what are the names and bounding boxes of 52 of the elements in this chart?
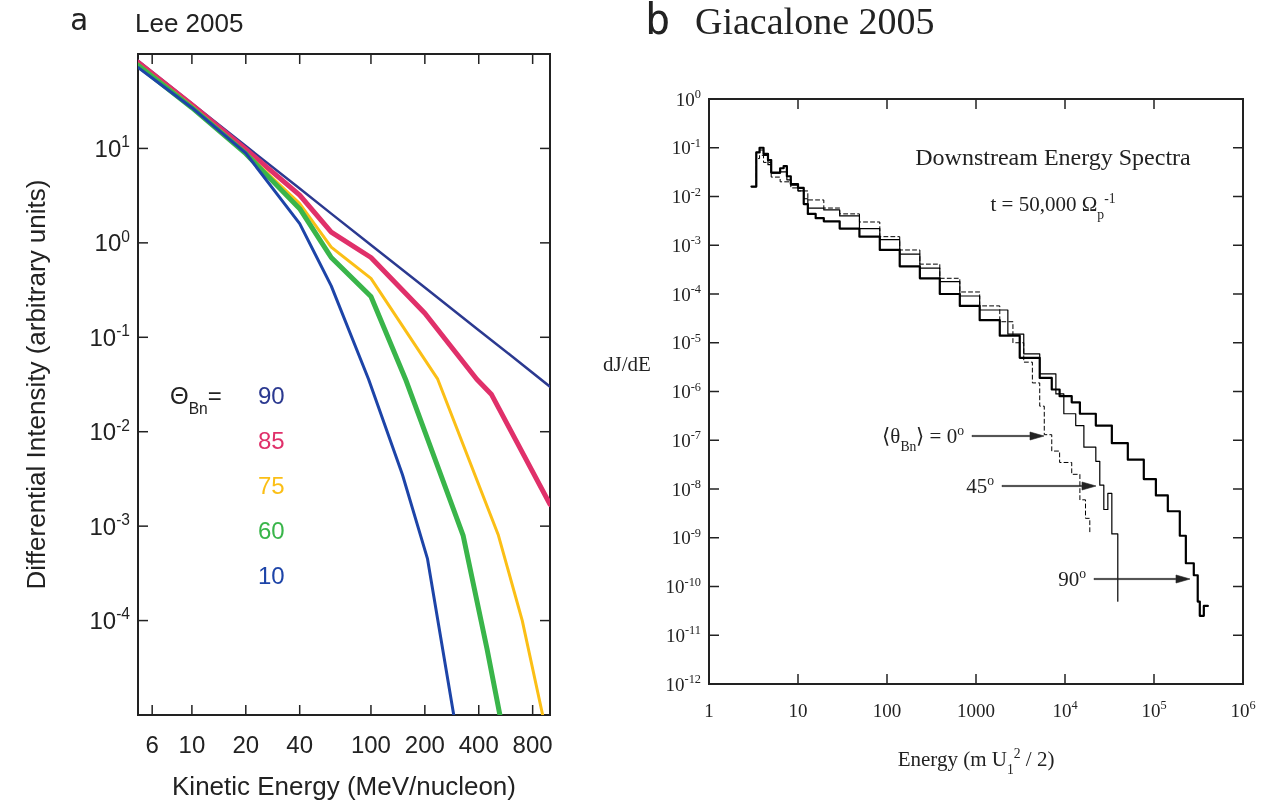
annotation: Downstream Energy Spectra xyxy=(915,144,1192,170)
y-tick-label: 10$^{-2}$ xyxy=(89,416,130,446)
x-tick-label: 10$^{6}$ xyxy=(1230,698,1256,721)
x-tick-label: 10 xyxy=(788,700,808,721)
text: 75 xyxy=(258,472,285,499)
y-tick-label: 10$^{-4}$ xyxy=(89,605,131,634)
chart-title: Lee 2005 xyxy=(135,8,244,38)
x-tick-label: 800 xyxy=(512,731,553,758)
y-tick-label: 10$^{1}$ xyxy=(94,133,130,162)
y-tick-label: 10$^{-11}$ xyxy=(666,623,701,646)
annotation: ⟨θ$_{Bn}$⟩ = 0$^{o}$ xyxy=(882,422,965,455)
x-tick-label: 6 xyxy=(145,731,159,758)
legend-title: Θ$_{Bn}$= xyxy=(170,382,222,417)
y-tick-label: 10$^{-12}$ xyxy=(665,672,701,695)
y-tick-label: 10$^{-4}$ xyxy=(671,282,701,305)
text: a xyxy=(70,2,89,37)
text: 10 xyxy=(258,562,285,589)
y-tick-label: 10$^{-3}$ xyxy=(89,510,130,540)
text: b xyxy=(645,0,671,44)
x-tick-label: 20 xyxy=(232,731,260,758)
y-tick-label: 10$^{-6}$ xyxy=(671,379,701,403)
y-tick-label: 10$^{-5}$ xyxy=(671,330,701,354)
x-tick-label: 10$^{5}$ xyxy=(1141,698,1167,721)
y-tick-label: 10$^{-9}$ xyxy=(671,525,701,549)
y-tick-label: 10$^{-1}$ xyxy=(671,135,701,159)
text: 85 xyxy=(258,427,285,454)
chart-title: Giacalone 2005 xyxy=(695,0,935,42)
x-tick-label: 10 xyxy=(178,731,206,758)
y-tick-label: 10$^{-8}$ xyxy=(671,477,701,500)
x-tick-label: 1000 xyxy=(957,700,995,721)
x-axis-title: Energy (m U$_{1}$$^{2}$ / 2) xyxy=(897,745,1055,778)
annotation: 45$^{o}$ xyxy=(966,472,995,498)
text: 90 xyxy=(258,382,285,409)
annotation: 90$^{o}$ xyxy=(1058,565,1087,591)
y-tick-label: 10$^{0}$ xyxy=(675,87,701,110)
y-tick-label: 10$^{-7}$ xyxy=(671,428,701,451)
x-axis-title: Kinetic Energy (MeV/nucleon) xyxy=(172,771,516,801)
y-tick-label: 10$^{-1}$ xyxy=(89,322,130,351)
x-tick-label: 10$^{4}$ xyxy=(1052,698,1078,721)
y-axis-title: dJ/dE xyxy=(603,351,651,376)
x-tick-label: 400 xyxy=(458,731,499,758)
y-tick-label: 10$^{0}$ xyxy=(94,227,131,257)
x-tick-label: 40 xyxy=(286,731,314,758)
y-tick-label: 10$^{-3}$ xyxy=(671,233,701,256)
x-tick-label: 1 xyxy=(704,700,714,721)
text: 60 xyxy=(258,517,285,544)
x-tick-label: 100 xyxy=(872,700,902,721)
x-tick-label: 100 xyxy=(350,731,391,758)
y-tick-label: 10$^{-10}$ xyxy=(665,574,701,598)
x-tick-label: 200 xyxy=(404,731,445,758)
y-axis-title: Differential Intensity (arbitrary units) xyxy=(21,179,51,590)
y-tick-label: 10$^{-2}$ xyxy=(671,184,701,208)
